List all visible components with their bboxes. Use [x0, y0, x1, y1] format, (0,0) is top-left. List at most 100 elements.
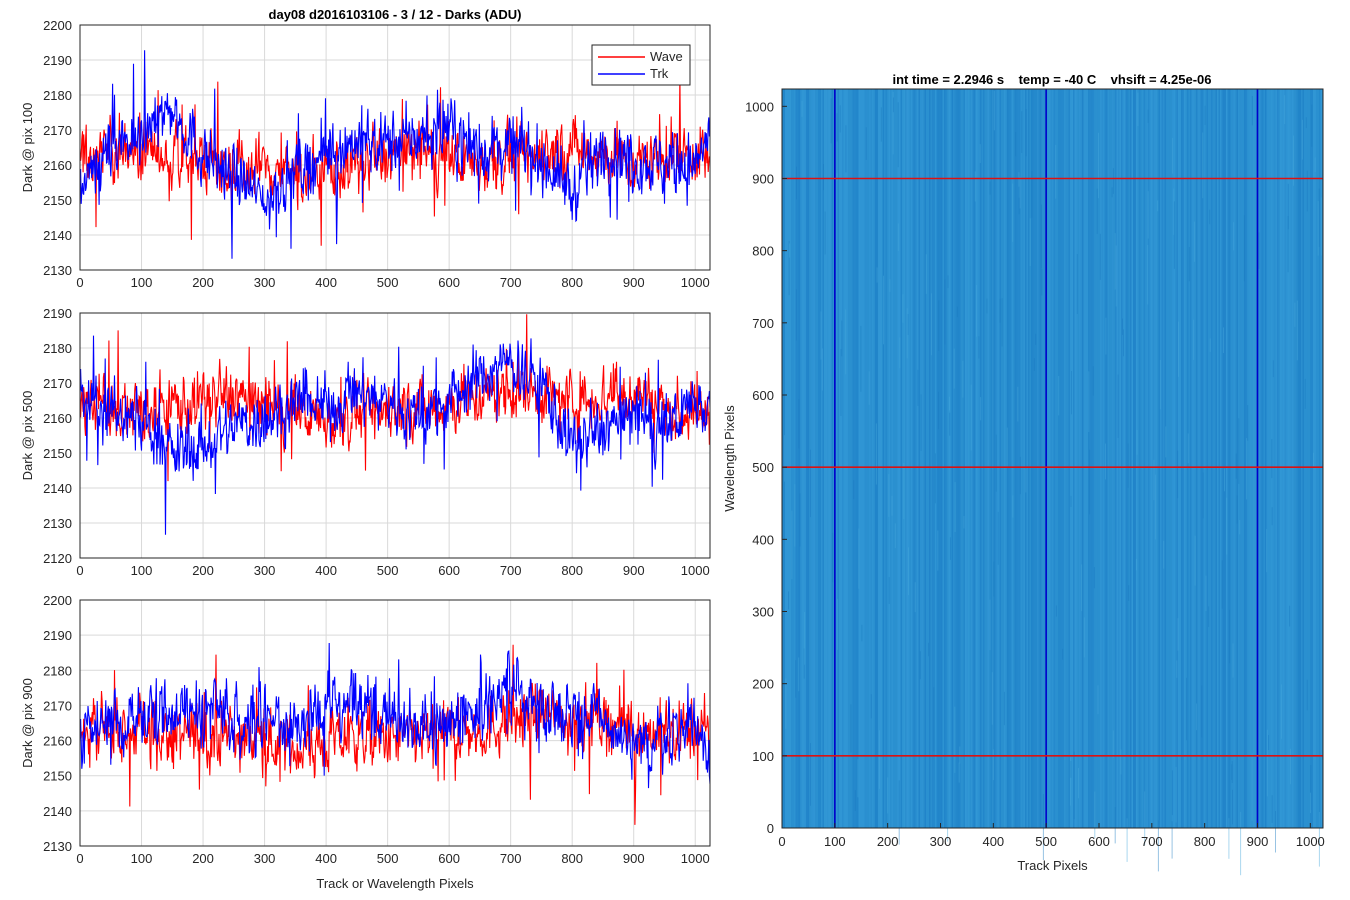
heatmap-x-tick-label: 400	[982, 834, 1004, 849]
y-tick-label: 2130	[43, 839, 72, 854]
y-tick-label: 2130	[43, 516, 72, 531]
x-tick-label: 100	[131, 851, 153, 866]
x-tick-label: 400	[315, 563, 337, 578]
heatmap-x-axis-label: Track Pixels	[1017, 858, 1088, 873]
y-axis-label: Dark @ pix 500	[20, 391, 35, 481]
legend-wave-label: Wave	[650, 49, 683, 64]
x-tick-label: 1000	[681, 563, 710, 578]
heatmap-x-tick-label: 100	[824, 834, 846, 849]
x-tick-label: 300	[254, 563, 276, 578]
chart-heatmap: 0 100 200 300 400 500 600 700 800 900 1000 0 100 200 3…	[722, 88, 1325, 876]
y-tick-label: 2140	[43, 804, 72, 819]
x-tick-label: 400	[315, 851, 337, 866]
series-line-wave	[80, 314, 710, 482]
heatmap-x-tick-label: 600	[1088, 834, 1110, 849]
y-axis-label: Dark @ pix 900	[20, 678, 35, 768]
heatmap-y-tick-label: 900	[752, 171, 774, 186]
y-tick-label: 2160	[43, 411, 72, 426]
heatmap-texture	[782, 89, 1324, 876]
chart-dark-pix-500: 0 100 200 300 400 500 600 700 800 900 1000 2120 2130…	[20, 306, 711, 578]
y-tick-label: 2190	[43, 306, 72, 321]
x-tick-label: 0	[76, 275, 83, 290]
y-tick-label: 2170	[43, 376, 72, 391]
plot-area	[80, 313, 710, 558]
legend-box	[591, 44, 691, 86]
heatmap-y-tick-label: 0	[767, 821, 774, 836]
y-tick-label: 2200	[43, 593, 72, 608]
heatmap-y-tick-label: 800	[752, 244, 774, 259]
axes-frame	[79, 24, 711, 271]
x-tick-label: 800	[561, 275, 583, 290]
y-tick-label: 2190	[43, 53, 72, 68]
heatmap-y-tick-label: 200	[752, 677, 774, 692]
legend: Wave Trk	[591, 44, 691, 86]
x-tick-label: 900	[623, 851, 645, 866]
chart-dark-pix-900: 0 100 200 300 400 500 600 700 800 900 1000 2130 2140…	[20, 593, 711, 891]
x-tick-label: 500	[377, 851, 399, 866]
axes-frame	[79, 312, 711, 559]
figure-title: day08 d2016103106 - 3 / 12 - Darks (ADU)	[269, 7, 522, 22]
heatmap-x-tick-label: 500	[1035, 834, 1057, 849]
x-tick-label: 100	[131, 563, 153, 578]
series-line-trk	[80, 642, 710, 789]
x-tick-label: 900	[623, 563, 645, 578]
x-tick-label: 0	[76, 563, 83, 578]
x-tick-label: 1000	[681, 275, 710, 290]
x-tick-label: 700	[500, 275, 522, 290]
x-tick-label: 200	[192, 275, 214, 290]
heatmap-x-tick-label: 200	[877, 834, 899, 849]
x-tick-label: 0	[76, 851, 83, 866]
heatmap-frame	[781, 88, 1324, 829]
heatmap-y-tick-label: 300	[752, 604, 774, 619]
y-tick-label: 2130	[43, 263, 72, 278]
y-tick-label: 2180	[43, 663, 72, 678]
legend-trk-label: Trk	[650, 66, 669, 81]
y-tick-label: 2190	[43, 628, 72, 643]
x-tick-label: 600	[438, 851, 460, 866]
y-tick-label: 2150	[43, 446, 72, 461]
y-tick-label: 2180	[43, 341, 72, 356]
x-tick-label: 800	[561, 851, 583, 866]
x-tick-label: 1000	[681, 851, 710, 866]
series-line-trk	[80, 335, 710, 535]
x-tick-label: 600	[438, 563, 460, 578]
y-axis-label: Dark @ pix 100	[20, 103, 35, 193]
x-tick-label: 300	[254, 275, 276, 290]
heatmap-y-tick-label: 500	[752, 460, 774, 475]
series-line-trk	[80, 50, 710, 259]
y-tick-label: 2170	[43, 698, 72, 713]
x-tick-label: 200	[192, 851, 214, 866]
x-tick-label: 700	[500, 851, 522, 866]
heatmap-y-axis-label: Wavelength Pixels	[722, 405, 737, 512]
heatmap-y-tick-label: 400	[752, 532, 774, 547]
axes-frame	[79, 599, 711, 847]
y-tick-label: 2170	[43, 123, 72, 138]
x-tick-label: 600	[438, 275, 460, 290]
x-tick-label: 500	[377, 563, 399, 578]
heatmap-y-tick-label: 1000	[745, 99, 774, 114]
y-tick-label: 2150	[43, 193, 72, 208]
heatmap-y-tick-label: 700	[752, 316, 774, 331]
x-tick-label: 100	[131, 275, 153, 290]
x-tick-label: 400	[315, 275, 337, 290]
heatmap-x-tick-label: 800	[1194, 834, 1216, 849]
y-tick-label: 2160	[43, 158, 72, 173]
heatmap-x-tick-label: 700	[1141, 834, 1163, 849]
heatmap-x-tick-label: 300	[930, 834, 952, 849]
y-tick-label: 2200	[43, 18, 72, 33]
y-tick-label: 2160	[43, 734, 72, 749]
x-axis-label: Track or Wavelength Pixels	[316, 876, 474, 891]
y-tick-label: 2140	[43, 481, 72, 496]
heatmap-x-tick-label: 900	[1247, 834, 1269, 849]
y-tick-label: 2180	[43, 88, 72, 103]
heatmap-x-tick-label: 0	[778, 834, 785, 849]
x-tick-label: 700	[500, 563, 522, 578]
y-tick-label: 2150	[43, 769, 72, 784]
x-tick-label: 500	[377, 275, 399, 290]
heatmap-x-tick-label: 1000	[1296, 834, 1325, 849]
x-tick-label: 800	[561, 563, 583, 578]
x-tick-label: 900	[623, 275, 645, 290]
x-tick-label: 200	[192, 563, 214, 578]
heatmap-title: int time = 2.2946 s temp = -40 C vhsift …	[892, 72, 1211, 87]
